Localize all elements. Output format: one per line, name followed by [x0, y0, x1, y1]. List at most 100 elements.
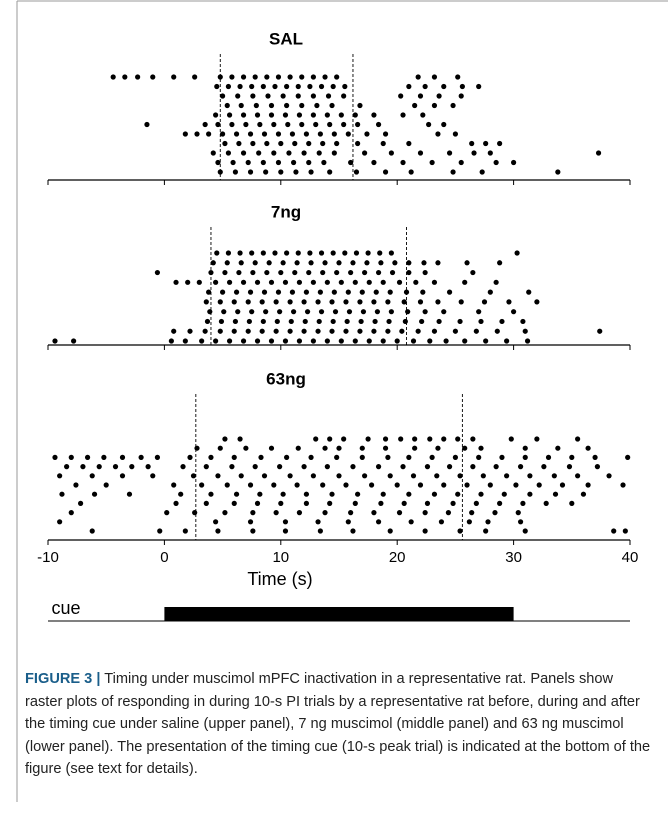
response-dot	[318, 83, 325, 90]
response-dot	[91, 491, 98, 497]
response-dot	[435, 131, 441, 137]
response-dot	[203, 464, 209, 470]
response-dot	[254, 112, 261, 118]
response-dot	[499, 318, 505, 325]
response-dot	[592, 454, 598, 460]
response-dot	[203, 299, 209, 305]
response-dot	[410, 338, 417, 344]
response-dot	[417, 150, 424, 156]
response-dot	[218, 318, 225, 325]
response-dot	[357, 102, 363, 109]
response-dot	[89, 528, 95, 534]
response-dot	[317, 528, 323, 534]
x-tick-label: 40	[622, 549, 639, 566]
response-dot	[417, 482, 424, 488]
response-dot	[520, 318, 526, 325]
caption-text: Timing under muscimol mPFC inactivation …	[25, 671, 651, 778]
response-dot	[394, 338, 400, 344]
response-dot	[368, 482, 375, 488]
response-dot	[231, 328, 237, 334]
response-dot	[250, 528, 256, 534]
response-dot	[551, 473, 557, 479]
response-dot	[329, 328, 335, 334]
response-dot	[487, 150, 493, 156]
response-dot	[329, 102, 335, 109]
x-axis-label: Time (s)	[247, 569, 312, 589]
response-dot	[138, 454, 144, 460]
response-dot	[494, 328, 500, 334]
response-dot	[299, 121, 305, 128]
response-dot	[150, 74, 156, 80]
response-dot	[471, 150, 477, 156]
response-dot	[310, 74, 316, 80]
response-dot	[342, 83, 348, 90]
response-dot	[64, 464, 70, 470]
response-dot	[398, 93, 404, 99]
response-dot	[322, 445, 328, 451]
response-dot	[348, 159, 354, 166]
response-dot	[238, 473, 244, 479]
response-dot	[280, 93, 286, 99]
response-dot	[510, 309, 517, 315]
response-dot	[522, 328, 528, 334]
x-tick-label: 20	[389, 549, 406, 566]
response-dot	[508, 436, 514, 442]
response-dot	[295, 250, 301, 256]
response-dot	[336, 260, 342, 266]
response-dot	[208, 491, 214, 497]
response-dot	[348, 509, 354, 516]
panel-title: SAL	[269, 29, 303, 48]
response-dot	[380, 491, 386, 497]
response-dot	[213, 519, 219, 525]
response-dot	[301, 299, 307, 305]
response-dot	[406, 83, 412, 90]
response-dot	[387, 473, 393, 479]
response-dot	[504, 338, 510, 344]
response-dot	[400, 464, 406, 470]
response-dot	[358, 318, 364, 325]
response-dot	[192, 509, 198, 516]
response-dot	[261, 131, 268, 137]
response-dot	[237, 436, 243, 442]
response-dot	[222, 140, 228, 147]
response-dot	[256, 150, 262, 156]
response-dot	[327, 436, 333, 442]
response-dot	[338, 112, 344, 118]
response-dot	[301, 464, 307, 470]
response-dot	[606, 473, 612, 479]
response-dot	[217, 74, 223, 80]
response-dot	[480, 473, 486, 479]
response-dot	[89, 473, 95, 479]
response-dot	[278, 500, 284, 506]
response-dot	[245, 159, 251, 166]
response-dot	[431, 491, 438, 497]
response-dot	[357, 299, 363, 305]
response-dot	[208, 454, 214, 460]
response-dot	[215, 121, 221, 128]
response-dot	[284, 83, 290, 90]
response-dot	[441, 83, 447, 90]
x-tick-label: 0	[160, 549, 168, 566]
response-dot	[215, 473, 221, 479]
response-dot	[334, 140, 340, 147]
response-dot	[265, 93, 271, 99]
response-dot	[253, 102, 259, 109]
response-dot	[129, 464, 135, 470]
response-dot	[452, 328, 458, 334]
response-dot	[182, 338, 188, 344]
caption: FIGURE 3 | Timing under muscimol mPFC in…	[25, 668, 653, 781]
response-dot	[360, 309, 367, 315]
response-dot	[406, 454, 412, 460]
response-dot	[434, 473, 440, 479]
response-dot	[419, 318, 425, 325]
response-dot	[80, 464, 86, 470]
response-dot	[476, 309, 482, 315]
response-dot	[243, 445, 249, 451]
response-dot	[478, 445, 484, 451]
response-dot	[352, 338, 358, 344]
response-dot	[168, 338, 174, 344]
response-dot	[229, 121, 235, 128]
response-dot	[422, 528, 428, 534]
response-dot	[327, 500, 333, 506]
